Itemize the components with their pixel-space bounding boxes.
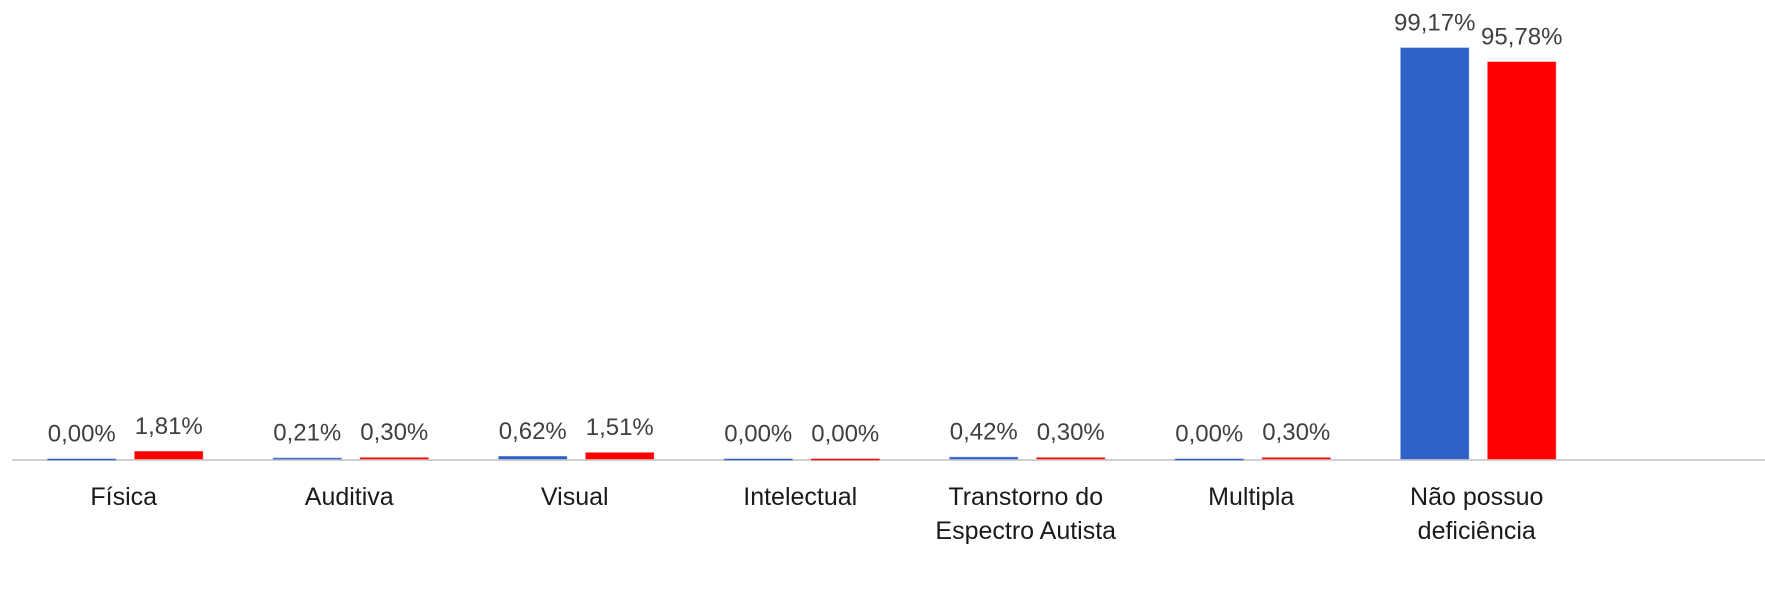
x-tick-label: Visual [540, 483, 609, 511]
bar [1036, 457, 1106, 460]
value-label: 0,00% [724, 420, 792, 447]
x-tick-label: Intelectual [743, 483, 858, 511]
bar [1487, 61, 1557, 460]
value-label: 1,81% [135, 413, 203, 440]
value-label: 95,78% [1481, 23, 1562, 50]
x-tick-label: Física [90, 483, 158, 511]
value-label: 0,30% [1037, 419, 1105, 446]
value-label: 0,30% [1262, 419, 1330, 446]
x-tick-label: Auditiva [304, 483, 394, 511]
x-tick-label: Não possuo deficiência [1410, 483, 1544, 545]
x-tick-label: Transtorno do Espectro Autista [935, 483, 1117, 545]
bar [949, 456, 1019, 460]
bar [723, 458, 793, 461]
bar [585, 452, 655, 460]
bar [498, 455, 568, 460]
value-label: 0,00% [48, 420, 116, 447]
value-label: 0,30% [360, 419, 428, 446]
value-label: 0,62% [499, 418, 567, 445]
bar [1261, 457, 1331, 460]
bar [134, 450, 204, 460]
value-label: 0,21% [273, 419, 341, 446]
bar [359, 457, 429, 460]
x-tick-label: Multipla [1208, 483, 1295, 511]
value-label: 0,42% [950, 419, 1018, 446]
bar [272, 457, 342, 460]
value-label: 0,00% [1175, 420, 1243, 447]
bar [810, 458, 880, 461]
value-label: 1,51% [586, 414, 654, 441]
value-label: 0,00% [811, 420, 879, 447]
bar [47, 458, 117, 461]
value-label: 99,17% [1394, 9, 1475, 36]
bar [1174, 458, 1244, 461]
bar [1400, 47, 1470, 460]
